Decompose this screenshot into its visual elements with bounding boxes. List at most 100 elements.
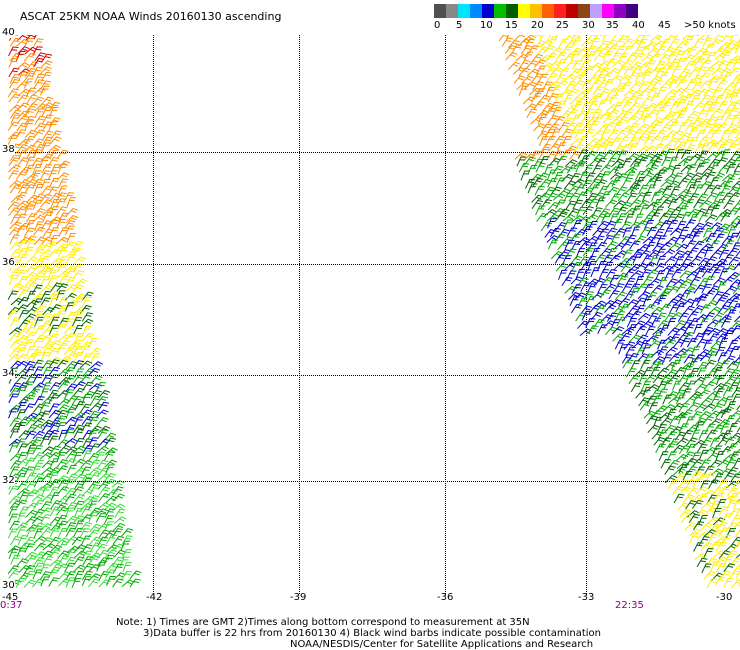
wind-barb bbox=[704, 43, 715, 54]
wind-barb bbox=[571, 261, 583, 272]
wind-barb bbox=[681, 514, 693, 524]
wind-barb bbox=[17, 452, 28, 462]
wind-barb bbox=[65, 360, 78, 370]
wind-barb bbox=[668, 242, 682, 251]
wind-barb bbox=[692, 354, 705, 364]
wind-barb bbox=[518, 85, 529, 96]
wind-barb bbox=[593, 235, 605, 246]
legend-label: 45 bbox=[658, 20, 671, 31]
wind-barb bbox=[721, 430, 733, 440]
wind-barb bbox=[80, 514, 93, 523]
wind-barb bbox=[40, 507, 53, 516]
lat-label: 38 bbox=[2, 144, 15, 155]
wind-barb bbox=[667, 327, 680, 336]
wind-barb bbox=[694, 184, 704, 195]
wind-barb bbox=[82, 296, 92, 307]
wind-barb bbox=[7, 545, 21, 554]
wind-barb bbox=[48, 486, 60, 496]
wind-barb bbox=[639, 226, 652, 236]
wind-barb bbox=[691, 81, 703, 92]
wind-barb bbox=[47, 389, 59, 400]
wind-speed-legend: 0 5 10 15 20 25 30 35 40 45 >50 knots bbox=[434, 4, 740, 32]
wind-barb bbox=[16, 334, 30, 343]
wind-barb bbox=[681, 233, 694, 243]
wind-barb bbox=[720, 149, 731, 160]
wind-barb bbox=[618, 74, 632, 83]
wind-barb bbox=[628, 143, 639, 154]
wind-barb bbox=[616, 65, 629, 75]
wind-barb bbox=[725, 39, 739, 48]
wind-barb bbox=[555, 221, 567, 231]
wind-barb bbox=[71, 284, 84, 294]
wind-barb bbox=[620, 59, 634, 68]
wind-barb bbox=[566, 164, 578, 174]
wind-barb bbox=[57, 479, 69, 489]
wind-barb bbox=[620, 81, 632, 91]
wind-barb bbox=[725, 527, 736, 538]
wind-barb bbox=[710, 60, 724, 68]
wind-barb bbox=[531, 92, 542, 103]
wind-barb bbox=[25, 472, 37, 482]
wind-barb bbox=[40, 199, 53, 208]
wind-barb bbox=[40, 435, 51, 446]
wind-barb bbox=[674, 320, 687, 329]
wind-barb bbox=[699, 199, 712, 208]
wind-barb bbox=[49, 458, 60, 469]
wind-barb bbox=[540, 123, 552, 133]
wind-barb bbox=[39, 410, 51, 420]
wind-barb bbox=[684, 60, 696, 70]
wind-barb bbox=[565, 248, 577, 258]
wind-barb bbox=[709, 541, 721, 551]
meridian-line bbox=[445, 35, 446, 594]
wind-barb bbox=[71, 316, 83, 327]
wind-barb bbox=[733, 541, 740, 551]
wind-barb bbox=[604, 199, 618, 208]
wind-barb bbox=[74, 278, 88, 286]
wind-barb bbox=[623, 268, 636, 278]
wind-barb bbox=[655, 312, 667, 322]
wind-barb bbox=[40, 178, 51, 189]
wind-barb bbox=[614, 87, 626, 97]
wind-barb bbox=[628, 334, 641, 343]
wind-barb bbox=[594, 304, 607, 314]
wind-barb bbox=[703, 312, 715, 322]
wind-barb bbox=[550, 186, 562, 196]
wind-barb bbox=[691, 458, 704, 468]
wind-barb bbox=[72, 424, 84, 434]
wind-barb bbox=[620, 240, 633, 250]
wind-barb bbox=[689, 276, 702, 286]
wind-barb bbox=[593, 52, 606, 61]
wind-barb bbox=[703, 289, 716, 299]
wind-barb bbox=[32, 138, 45, 148]
wind-barb bbox=[32, 38, 44, 48]
wind-barb bbox=[501, 37, 513, 47]
wind-barb bbox=[32, 423, 45, 432]
wind-barb bbox=[622, 108, 635, 118]
wind-barb bbox=[680, 337, 691, 348]
wind-barb bbox=[658, 72, 669, 83]
wind-barb bbox=[672, 380, 682, 391]
wind-barb bbox=[64, 225, 75, 236]
wind-barb bbox=[594, 254, 607, 264]
wind-barb bbox=[654, 101, 666, 110]
wind-barb bbox=[610, 234, 621, 245]
wind-barb bbox=[686, 443, 697, 454]
wind-barb bbox=[56, 520, 68, 531]
wind-barb bbox=[72, 387, 85, 397]
wind-barb bbox=[42, 555, 54, 566]
wind-barb bbox=[699, 72, 711, 82]
wind-barb bbox=[34, 542, 47, 552]
wind-barb bbox=[665, 369, 678, 378]
wind-barb bbox=[32, 430, 45, 440]
wind-barb bbox=[546, 234, 560, 243]
wind-barb bbox=[25, 156, 36, 167]
wind-barb bbox=[104, 530, 117, 539]
wind-barb bbox=[73, 324, 84, 335]
wind-barb bbox=[613, 102, 624, 112]
wind-barb bbox=[9, 347, 21, 357]
wind-barb bbox=[555, 199, 566, 209]
wind-barb bbox=[655, 106, 666, 117]
wind-barb bbox=[705, 472, 716, 482]
wind-barb bbox=[544, 128, 555, 139]
wind-barb bbox=[651, 191, 661, 202]
